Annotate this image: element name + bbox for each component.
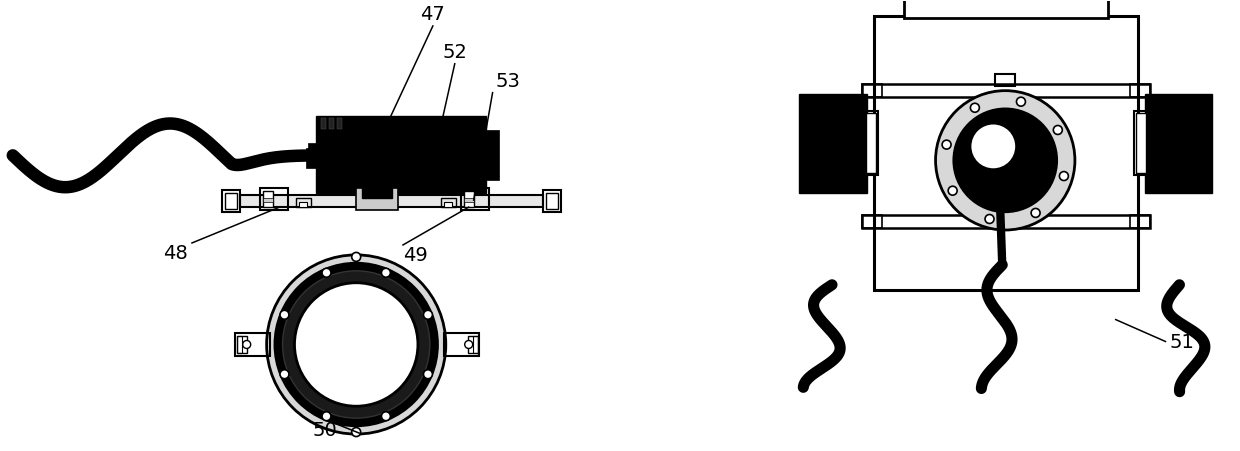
Bar — [904, 0, 1107, 19]
Bar — [239, 196, 543, 207]
Text: 49: 49 — [403, 245, 428, 264]
Circle shape — [424, 311, 433, 320]
Circle shape — [1053, 126, 1063, 135]
Circle shape — [954, 109, 1056, 212]
Circle shape — [985, 215, 994, 224]
Bar — [866, 113, 875, 174]
Bar — [484, 131, 498, 181]
Circle shape — [935, 92, 1075, 230]
Bar — [1133, 111, 1147, 176]
Bar — [259, 189, 288, 211]
Circle shape — [352, 253, 361, 262]
Bar — [472, 336, 477, 354]
Bar — [444, 202, 451, 207]
Circle shape — [243, 341, 250, 349]
Bar — [547, 194, 558, 210]
Bar — [306, 149, 319, 169]
Bar — [321, 118, 326, 130]
Bar — [864, 111, 878, 176]
Circle shape — [942, 141, 951, 150]
Bar — [300, 202, 308, 207]
Bar — [296, 199, 311, 207]
Bar — [263, 199, 273, 202]
Circle shape — [980, 133, 1007, 161]
Bar — [1136, 113, 1146, 174]
Bar — [862, 216, 882, 229]
Bar — [224, 194, 237, 210]
Circle shape — [949, 187, 957, 196]
Bar — [330, 118, 335, 130]
Circle shape — [322, 269, 331, 278]
Bar — [464, 199, 474, 202]
Text: 53: 53 — [496, 72, 521, 91]
Bar — [799, 94, 867, 194]
Bar — [263, 192, 273, 207]
Circle shape — [382, 269, 391, 278]
Circle shape — [1017, 98, 1025, 107]
Bar — [356, 189, 398, 211]
Bar — [337, 118, 342, 130]
Circle shape — [322, 412, 331, 421]
Bar — [237, 336, 247, 354]
Bar — [237, 336, 242, 354]
Circle shape — [1032, 209, 1040, 218]
Bar — [444, 333, 479, 357]
Circle shape — [1059, 172, 1069, 181]
Text: 51: 51 — [1169, 332, 1194, 351]
Circle shape — [971, 125, 1016, 169]
Circle shape — [294, 283, 418, 406]
Circle shape — [280, 311, 289, 320]
Circle shape — [280, 370, 289, 379]
Bar — [862, 84, 1149, 97]
Bar — [1130, 216, 1149, 229]
Bar — [1130, 84, 1149, 97]
Text: 50: 50 — [312, 420, 337, 439]
Bar — [441, 199, 456, 207]
Bar — [543, 191, 562, 212]
Bar — [234, 333, 269, 357]
Text: 48: 48 — [164, 244, 188, 262]
Circle shape — [971, 104, 980, 113]
Bar — [362, 141, 392, 199]
Bar — [996, 74, 1016, 87]
Bar — [222, 191, 239, 212]
Circle shape — [424, 370, 433, 379]
Text: 47: 47 — [420, 5, 445, 24]
Circle shape — [465, 341, 472, 349]
Bar — [862, 216, 1149, 229]
Circle shape — [382, 412, 391, 421]
Text: 52: 52 — [443, 43, 467, 62]
Circle shape — [267, 255, 446, 434]
Bar — [874, 17, 1137, 290]
Bar — [1145, 94, 1213, 194]
Bar — [467, 336, 477, 354]
Bar — [309, 144, 316, 152]
Bar — [464, 192, 474, 207]
Bar — [461, 189, 489, 211]
Circle shape — [352, 428, 361, 437]
Circle shape — [274, 263, 438, 426]
Bar — [316, 116, 486, 194]
Bar — [862, 84, 882, 97]
Circle shape — [283, 271, 430, 418]
